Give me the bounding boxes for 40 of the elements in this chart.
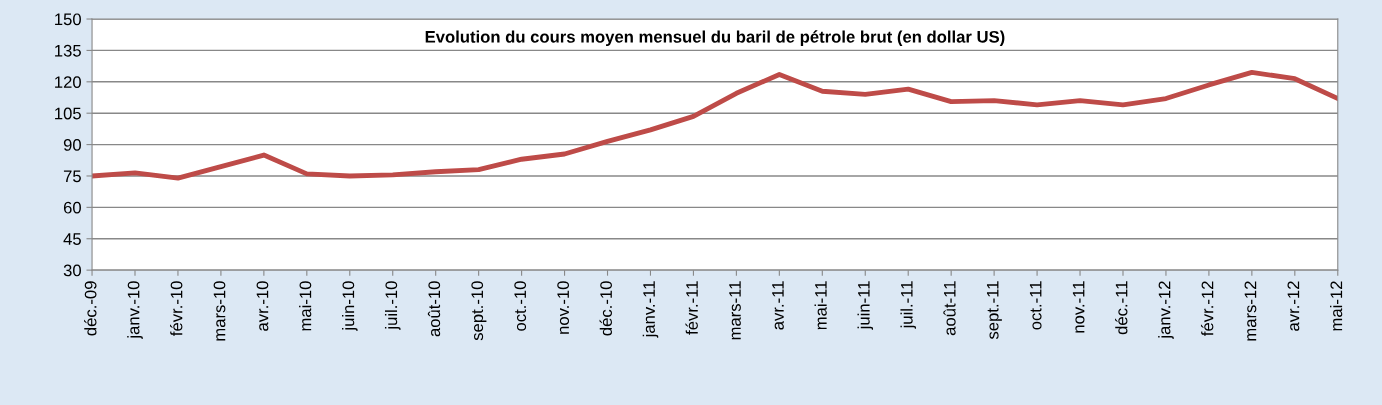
x-tick-label: oct.-10 xyxy=(514,281,527,331)
x-tick-label: mai-12 xyxy=(1330,281,1343,331)
x-tick-label: juil.-11 xyxy=(900,281,916,329)
x-tick-label: sept.-11 xyxy=(986,281,1002,340)
x-tick-label: nov.-10 xyxy=(557,281,570,334)
y-tick-label: 75 xyxy=(63,170,81,183)
x-tick-label: mars-10 xyxy=(213,281,226,341)
x-tick-label: mars-11 xyxy=(729,281,741,340)
y-tick-label: 135 xyxy=(55,44,81,57)
x-tick-label: avr.-12 xyxy=(1287,281,1300,331)
x-tick-label: nov.-11 xyxy=(1072,281,1085,333)
x-tick-label: sept.-10 xyxy=(471,281,487,341)
x-tick-label: mai-10 xyxy=(299,281,312,331)
x-tick-label: mars-12 xyxy=(1244,281,1257,341)
y-tick-label: 30 xyxy=(63,264,81,277)
x-tick-label: août-10 xyxy=(427,281,441,337)
y-tick-label: 90 xyxy=(63,138,81,151)
x-tick-label: avr.-11 xyxy=(772,281,784,330)
x-tick-label: févr.-12 xyxy=(1200,281,1214,336)
x-tick-label: déc.-10 xyxy=(599,281,612,336)
x-tick-label: juin-10 xyxy=(342,281,358,331)
y-tick-label: 45 xyxy=(63,233,81,245)
x-tick-label: mai-11 xyxy=(814,281,827,330)
x-tick-label: août-11 xyxy=(943,281,956,336)
y-tick-label: 60 xyxy=(63,201,81,214)
x-tick-label: févr.-11 xyxy=(685,281,698,335)
x-tick-label: déc.-11 xyxy=(1115,281,1128,335)
x-tick-label: janv.-12 xyxy=(1158,281,1174,340)
x-tick-label: juil.-10 xyxy=(384,281,401,331)
text: Evolution du cours moyen mensuel du baril de pétrole brut (en dollar US) xyxy=(425,30,1005,47)
x-tick-label: févr.-10 xyxy=(169,281,183,336)
x-tick-label: avr.-10 xyxy=(256,281,269,331)
x-tick-label: janv.-10 xyxy=(127,281,143,340)
x-tick-label: janv.-11 xyxy=(642,281,659,338)
y-tick-label: 105 xyxy=(55,107,81,120)
x-tick-label: juin-11 xyxy=(857,281,874,330)
x-tick-label: déc.-09 xyxy=(84,281,97,336)
y-tick-label: 120 xyxy=(55,76,81,89)
y-tick-label: 150 xyxy=(55,13,81,26)
x-tick-label: oct.-11 xyxy=(1029,281,1042,330)
